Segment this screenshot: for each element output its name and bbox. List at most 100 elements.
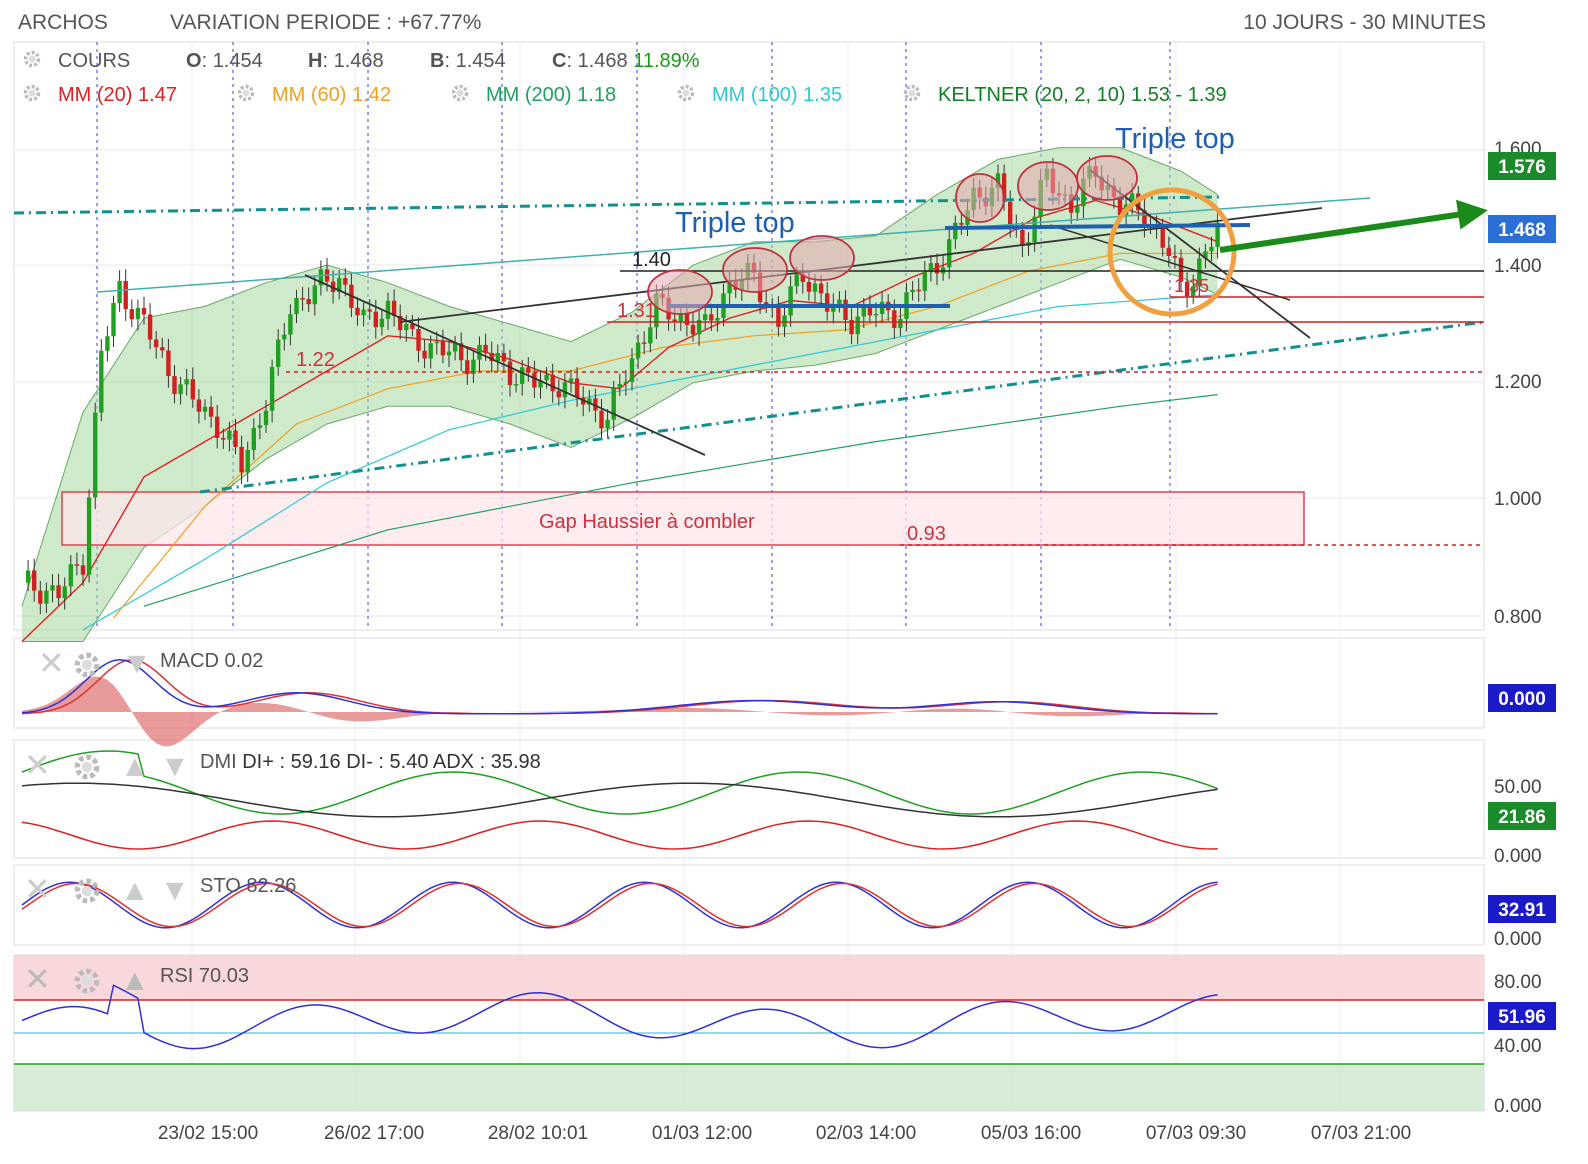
candle xyxy=(532,360,537,398)
candle xyxy=(282,322,287,351)
sto-close-icon[interactable]: ✕ xyxy=(24,871,51,907)
candle xyxy=(910,281,915,301)
candle xyxy=(391,289,397,327)
dmi-up-icon[interactable]: ▲ xyxy=(120,750,150,783)
time-tick-3: 01/03 12:00 xyxy=(652,1123,752,1144)
candle xyxy=(312,276,317,316)
candle-body xyxy=(74,564,80,566)
candle-body xyxy=(587,398,592,405)
candle xyxy=(93,402,98,510)
price-tick-4: 0.800 xyxy=(1494,607,1542,628)
resistance-dashdot-line xyxy=(13,195,1221,215)
adx-line xyxy=(21,782,1218,818)
candle xyxy=(471,350,476,383)
candle-body xyxy=(593,398,598,411)
dmi-down-icon[interactable]: ▼ xyxy=(160,750,190,783)
candle xyxy=(562,372,568,409)
macd-down-icon[interactable]: ▼ xyxy=(122,647,152,680)
candle-body xyxy=(489,353,494,362)
rsi-overbought-zone xyxy=(14,955,1484,1000)
candle xyxy=(1191,274,1196,304)
candle-body xyxy=(166,350,171,377)
candle-body xyxy=(568,378,574,383)
candle-body xyxy=(404,324,409,331)
mm100-legend: MM (100) 1.35 xyxy=(712,84,842,106)
candle xyxy=(587,390,592,412)
close-value: C: 1.468 11.89% xyxy=(552,50,700,72)
candle-body xyxy=(867,305,873,316)
candle xyxy=(385,292,391,330)
candle-body xyxy=(1020,229,1025,246)
candle-body xyxy=(495,353,500,362)
candle-body xyxy=(855,316,860,335)
candle xyxy=(86,489,92,583)
candle xyxy=(825,282,830,321)
candle-body xyxy=(1130,193,1135,205)
candle-body xyxy=(208,406,214,417)
candle xyxy=(635,334,641,370)
dmi-panel xyxy=(13,739,1485,859)
sto-down-icon[interactable]: ▼ xyxy=(160,874,190,907)
top-ellipse-1 xyxy=(722,247,788,293)
candle-body xyxy=(507,361,513,386)
top-ellipse-4 xyxy=(1017,161,1079,211)
candle xyxy=(123,269,128,321)
candle-body xyxy=(764,302,769,306)
candle xyxy=(38,580,43,615)
level-131-label: 1.31 xyxy=(617,300,656,322)
candle-body xyxy=(56,585,61,599)
sto-panel xyxy=(13,864,1485,946)
candle-body xyxy=(178,384,183,395)
candle-body xyxy=(672,319,677,322)
downtrend-line-1 xyxy=(304,274,706,456)
candle xyxy=(294,290,299,324)
price-tick-1: 1.400 xyxy=(1494,256,1542,277)
candle-body xyxy=(544,374,549,381)
candle-body xyxy=(1075,206,1080,213)
top-ellipse-0 xyxy=(647,269,713,315)
candle-body xyxy=(141,308,147,315)
level-122-label: 1.22 xyxy=(296,349,335,371)
candle xyxy=(172,365,177,404)
candle-body xyxy=(532,372,537,388)
candle xyxy=(526,357,531,382)
rsi-tick-40: 40.00 xyxy=(1494,1036,1542,1057)
candle-body xyxy=(68,564,73,587)
top-ellipse-2 xyxy=(789,235,855,281)
candle-body xyxy=(245,450,250,473)
candle xyxy=(25,559,31,592)
candle xyxy=(611,380,616,432)
candle-body xyxy=(513,384,519,386)
candle-body xyxy=(50,585,55,591)
candle-body xyxy=(599,410,604,429)
time-tick-1: 26/02 17:00 xyxy=(324,1123,424,1144)
candle-body xyxy=(221,437,226,440)
candle xyxy=(416,317,421,363)
candle-body xyxy=(154,339,159,348)
high-badge-text: 1.576 xyxy=(1498,157,1546,178)
candle xyxy=(501,343,507,372)
candle-body xyxy=(215,416,220,438)
candle xyxy=(934,253,940,286)
candle xyxy=(690,313,696,342)
candle-body xyxy=(269,366,275,411)
candle-body xyxy=(233,430,238,447)
candle xyxy=(56,573,61,606)
candle-body xyxy=(379,318,385,328)
macd-close-icon[interactable]: ✕ xyxy=(38,645,65,681)
candle-body xyxy=(398,315,403,331)
rsi-up-icon[interactable]: ▲ xyxy=(120,964,150,997)
candle xyxy=(141,296,147,325)
top-ellipse-5 xyxy=(1076,155,1138,201)
rsi-legend: RSI 70.03 xyxy=(160,965,249,987)
sto-up-icon[interactable]: ▲ xyxy=(120,874,150,907)
time-axis: 23/02 15:00 26/02 17:00 28/02 10:01 01/03 1… xyxy=(158,1123,1411,1144)
candle-body xyxy=(282,334,287,340)
candle-body xyxy=(910,289,915,293)
candle-body xyxy=(812,283,818,292)
time-tick-5: 05/03 16:00 xyxy=(981,1123,1081,1144)
candle xyxy=(355,297,360,326)
candle-body xyxy=(654,293,659,328)
rsi-close-icon[interactable]: ✕ xyxy=(24,961,51,997)
dmi-close-icon[interactable]: ✕ xyxy=(24,747,51,783)
